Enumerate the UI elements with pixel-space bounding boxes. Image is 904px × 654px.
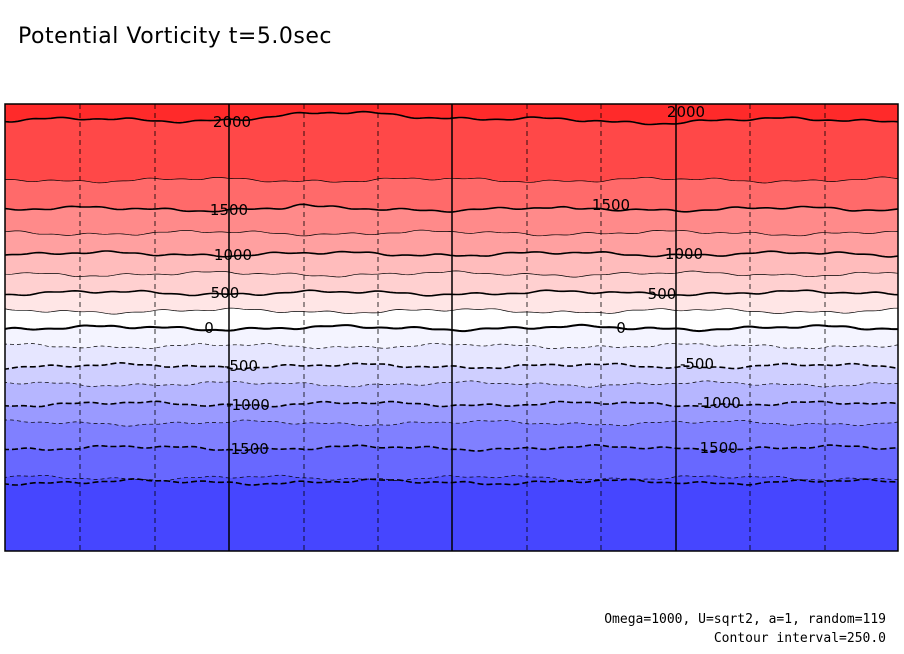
params-annotation: Omega=1000, U=sqrt2, a=1, random=119: [604, 612, 886, 627]
contour-line-2000: [5, 110, 898, 126]
contour-line-1500: [5, 203, 898, 213]
contour-label: -1500: [694, 439, 738, 457]
contour-label: -1500: [225, 440, 269, 458]
contour-line--500: [5, 361, 898, 370]
contour-label: 1000: [214, 246, 252, 264]
grid-lines: [79, 104, 826, 551]
contour-label: 1000: [665, 245, 703, 263]
contour-label: 1500: [210, 201, 248, 219]
plot-frame: [4, 103, 899, 552]
contour-label: 1500: [592, 196, 630, 214]
contour-line-1000: [5, 250, 898, 258]
contour-labels: 2000 2000 1500 1500 1000 1000 500 500 0 0 -500 -500…: [204, 103, 741, 458]
major-contour-lines: [5, 110, 898, 486]
contour-label: 2000: [667, 103, 705, 121]
contour-line--1000: [5, 400, 898, 408]
contour-line--1500: [5, 443, 898, 452]
contour-label: 500: [648, 285, 677, 303]
contour-label: -1000: [226, 396, 270, 414]
contour-line-0: [5, 323, 898, 333]
contour-label: 2000: [213, 113, 251, 131]
contour-label: 0: [616, 319, 626, 337]
contour-line-500: [5, 289, 898, 297]
contour-line--2000: [5, 478, 898, 486]
contour-label: 500: [211, 284, 240, 302]
contour-label: 0: [204, 319, 214, 337]
contour-interval-annotation: Contour interval=250.0: [713, 631, 886, 646]
contour-label: -1000: [697, 394, 741, 412]
contour-label: -500: [224, 357, 258, 375]
chart-title: Potential Vorticity t=5.0sec: [18, 24, 332, 49]
contour-label: -500: [680, 355, 714, 373]
